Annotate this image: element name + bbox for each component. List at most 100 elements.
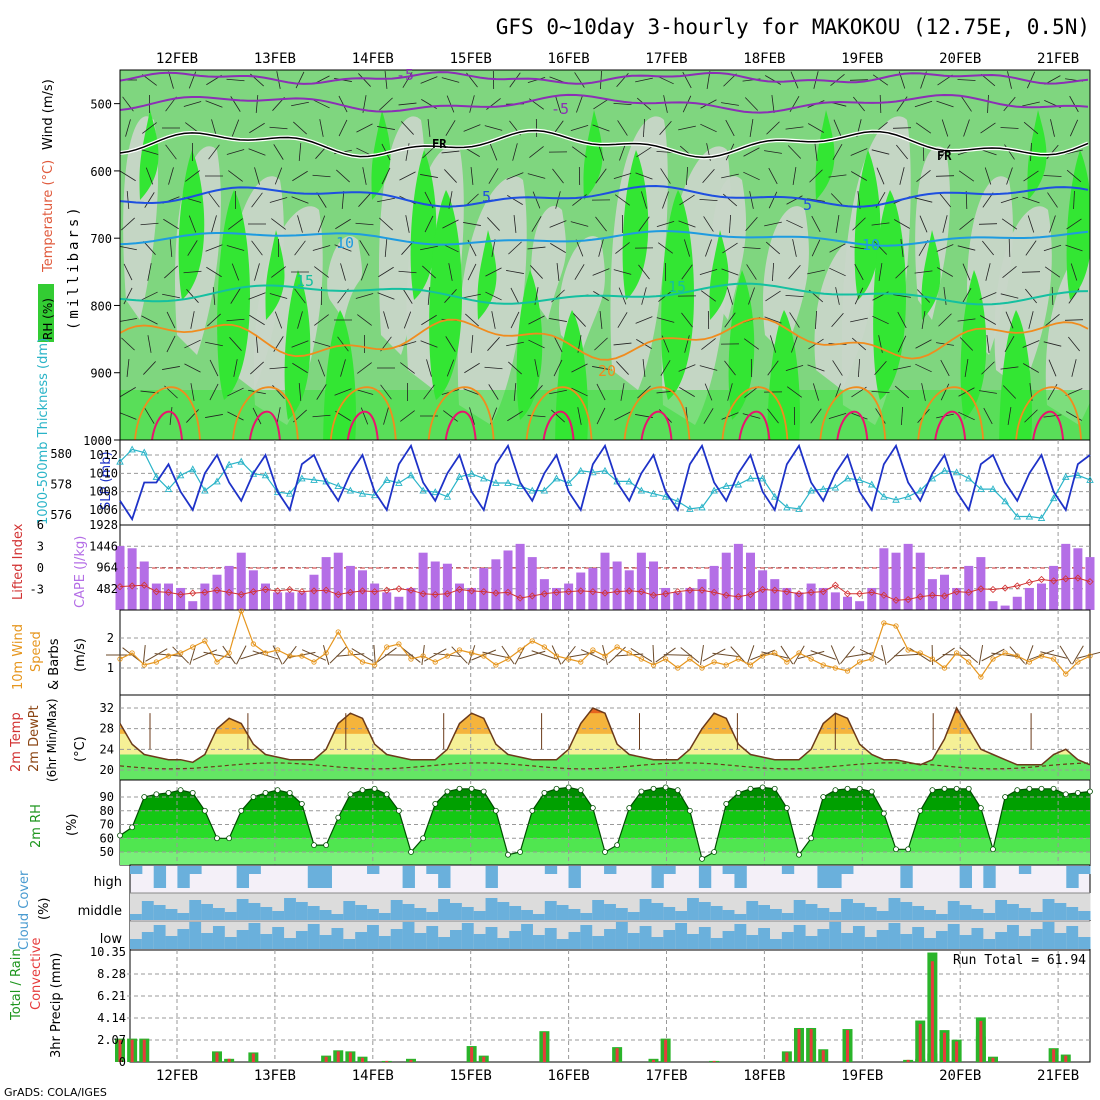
wind-barb	[336, 169, 350, 183]
wind10-barb	[1028, 649, 1055, 661]
wind-barb	[768, 167, 778, 185]
wind-barb	[208, 192, 220, 208]
cloud-low	[212, 926, 226, 949]
cloud-middle	[212, 908, 226, 920]
rh2m-point	[990, 846, 996, 853]
slp-line	[119, 443, 1091, 522]
thickness-point	[164, 485, 173, 493]
wind10-barb	[531, 650, 558, 660]
rh-legend-swatch	[38, 284, 54, 342]
rh2m-point	[759, 784, 766, 791]
rh2m-point	[1026, 785, 1033, 792]
wind10-speed-point	[759, 653, 766, 659]
cloud-low	[201, 933, 214, 949]
wind-barb	[467, 263, 477, 281]
wind10-tick-label: 1	[107, 661, 114, 675]
lifted-index-point	[989, 585, 997, 594]
lifted-index-point	[237, 590, 245, 599]
wind-barb	[380, 384, 392, 400]
pressure-tick-label: 700	[90, 232, 112, 246]
thickness-point	[395, 479, 403, 486]
wind-barb	[248, 292, 266, 300]
cloud-low	[438, 937, 451, 949]
wind-barb	[1065, 244, 1083, 252]
thickness-point	[201, 486, 209, 494]
wind-barb	[1069, 95, 1079, 113]
cloud-high	[248, 866, 261, 874]
wind-barb	[554, 95, 562, 113]
wind-barb	[485, 267, 502, 277]
precip-conv-bar	[615, 1048, 619, 1062]
rh2m-point	[905, 846, 912, 853]
rh2m-label-b: (%)	[65, 814, 80, 837]
thickness-point	[686, 504, 694, 512]
cloud-low	[556, 939, 570, 949]
wind-barb	[549, 318, 567, 322]
wind-barb	[721, 412, 739, 420]
cloud-high	[983, 866, 996, 888]
wind-barb	[919, 215, 928, 233]
cape-bar	[297, 592, 307, 610]
wind-barb	[659, 120, 672, 136]
wind-barb	[598, 239, 604, 257]
cloud-low	[935, 931, 949, 949]
wind10-speed-point	[384, 644, 390, 650]
cloud-mid-bg	[532, 893, 546, 920]
rh2m-point	[383, 791, 390, 798]
precip-tick-label: 6.21	[97, 989, 126, 1003]
wind10-speed-point	[1087, 653, 1093, 659]
wind-barb	[446, 95, 455, 113]
wind-barb	[705, 239, 712, 257]
wind10-barb	[1059, 645, 1072, 665]
wind-barb	[699, 268, 718, 276]
wind-barb	[921, 311, 926, 329]
wind-barb	[1066, 218, 1082, 230]
wind-barb	[255, 94, 259, 114]
wind-barb	[1002, 266, 1017, 278]
wind-barb	[681, 264, 693, 280]
cloud-middle	[852, 903, 866, 920]
wind-barb	[205, 341, 223, 347]
wind-barb	[1028, 311, 1034, 329]
wind-barb	[787, 145, 802, 159]
wind-barb	[700, 123, 717, 133]
cape-bar	[1024, 587, 1034, 610]
cape-bar	[782, 587, 792, 610]
precip-conv-bar	[979, 1020, 983, 1062]
cloud-high	[189, 866, 202, 874]
lifted-index-point	[589, 588, 597, 596]
wind10-barb	[978, 644, 984, 666]
date-label: 16FEB	[548, 1068, 590, 1084]
cloud-low	[1054, 933, 1067, 949]
wind-barb	[1023, 170, 1039, 182]
precip-label-b: Convective	[29, 937, 44, 1010]
wind-barb	[570, 221, 589, 227]
date-labels-top: 12FEB 13FEB 14FEB 15FEB 16FEB 17FEB 18FEB 19FEB…	[156, 51, 1079, 67]
wind10-barb	[514, 645, 526, 665]
precip-conv-bar	[324, 1056, 328, 1062]
lifted-index-point	[419, 590, 427, 598]
cloud-middle	[532, 914, 546, 920]
wind10-speed-point	[371, 662, 378, 668]
cloud-high	[722, 866, 735, 874]
cloud-low	[295, 931, 309, 949]
wind-barb	[508, 361, 522, 375]
thickness-point	[843, 474, 852, 482]
wind10-barb	[1076, 651, 1100, 659]
wind-barb	[830, 74, 845, 86]
temp2m-tick-label: 32	[100, 701, 114, 715]
thickness-point	[188, 465, 197, 473]
cloud-middle	[675, 911, 688, 920]
lifted-index-point	[492, 589, 500, 597]
lifted-index-point	[1013, 582, 1021, 590]
date-label: 19FEB	[841, 51, 883, 67]
wind-barb	[401, 241, 414, 255]
wind-barb	[317, 359, 326, 377]
wind-barb	[764, 316, 782, 324]
wind-barb	[596, 407, 606, 425]
wind-barb	[962, 263, 971, 281]
lifted-index-point	[795, 590, 803, 598]
upper-air-panel: 500 600 700 800 900 1000 -5 FR FR -5 5 5 10 10 15 15 20…	[38, 66, 1091, 448]
wind-barb	[894, 219, 910, 229]
wind-barb	[313, 99, 330, 109]
